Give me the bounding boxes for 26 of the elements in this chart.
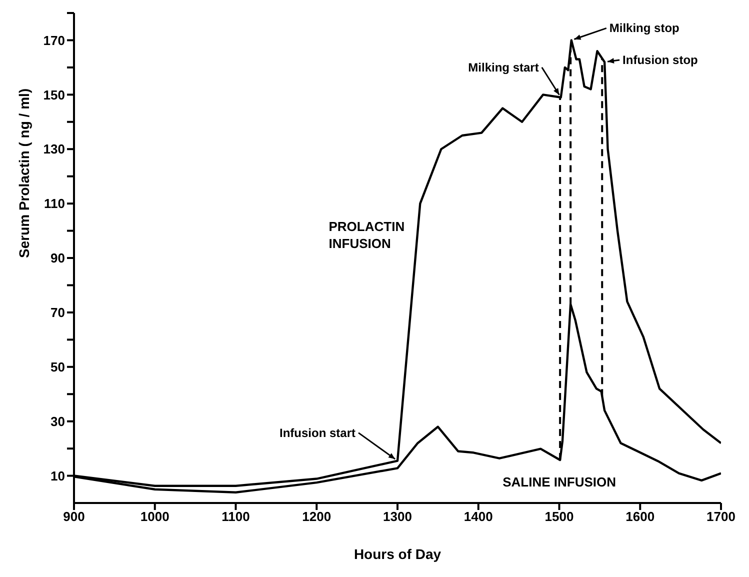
annotation: Infusion stop <box>622 53 698 67</box>
y-tick-label: 110 <box>44 196 65 212</box>
x-tick-label: 1600 <box>626 509 655 524</box>
annotation: Milking start <box>468 60 539 74</box>
series-label: PROLACTIN INFUSION <box>328 218 405 251</box>
x-tick-label: 1300 <box>383 509 412 524</box>
annotation: Infusion start <box>279 426 356 440</box>
x-tick-label: 1100 <box>222 509 250 524</box>
x-tick-label: 900 <box>63 509 85 524</box>
x-axis-title: Hours of Day <box>354 546 442 562</box>
y-tick-label: 150 <box>43 87 65 102</box>
x-tick-label: 1500 <box>544 509 574 524</box>
x-tick-label: 1400 <box>464 509 493 524</box>
x-tick-label: 1200 <box>302 509 332 524</box>
y-tick-label: 10 <box>50 468 65 484</box>
y-tick-label: 170 <box>43 32 65 48</box>
y-tick-label: 30 <box>50 414 65 429</box>
y-tick-label: 70 <box>50 305 65 320</box>
y-tick-label: 90 <box>50 250 65 266</box>
annotation: Milking stop <box>609 21 680 36</box>
x-tick-label: 1000 <box>140 509 170 524</box>
x-tick-label: 1700 <box>706 509 736 524</box>
y-axis-title: Serum Prolactin ( ng / ml) <box>16 88 32 258</box>
y-tick-label: 130 <box>43 142 65 157</box>
y-tick-label: 50 <box>50 360 65 375</box>
series-label: SALINE INFUSION <box>502 474 616 490</box>
